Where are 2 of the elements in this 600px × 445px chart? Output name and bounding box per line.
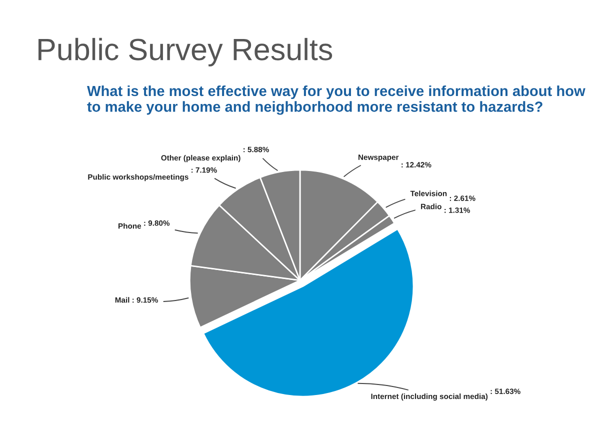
chart-subtitle: What is the most effective way for you to receive information about how to make your home and neighborhood more resistant to hazards? (87, 85, 586, 115)
chart-title: Public Survey Results (38, 38, 332, 66)
